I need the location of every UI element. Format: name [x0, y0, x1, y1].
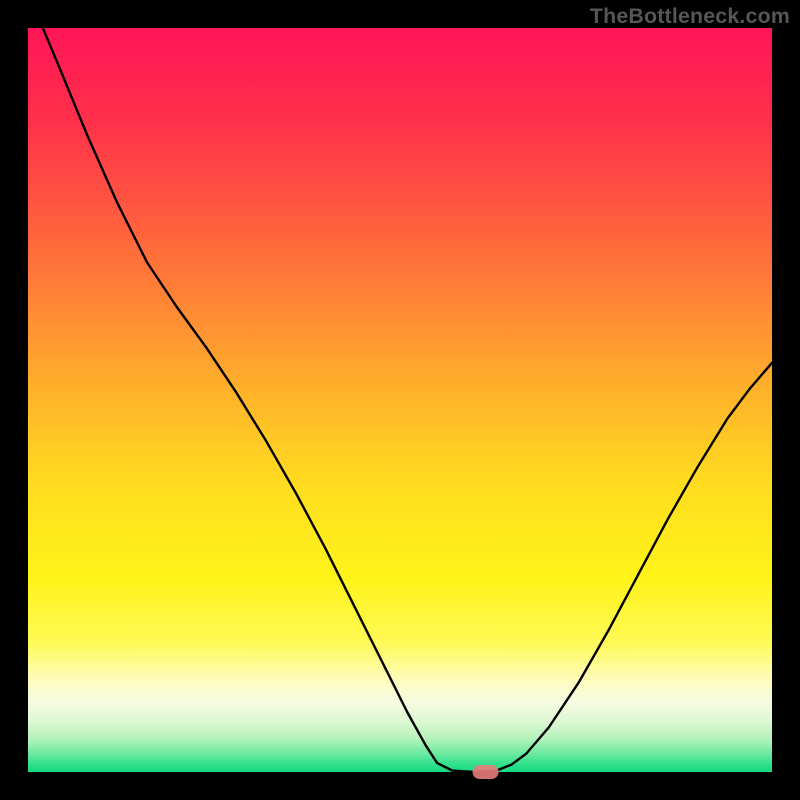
- chart-svg: [0, 0, 800, 800]
- chart-container: TheBottleneck.com: [0, 0, 800, 800]
- minimum-marker: [473, 765, 499, 779]
- plot-background: [28, 28, 772, 772]
- watermark-text: TheBottleneck.com: [590, 4, 790, 29]
